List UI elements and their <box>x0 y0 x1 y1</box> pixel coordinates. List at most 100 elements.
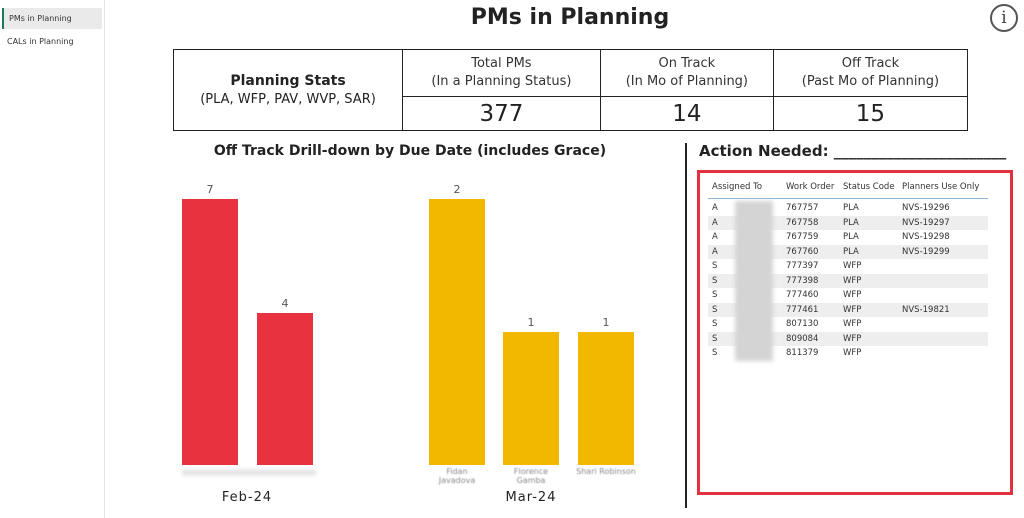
stat-subheader: (Past Mo of Planning) <box>801 74 940 89</box>
table-cell: NVS-19298 <box>902 232 950 242</box>
nav-cals-in-planning[interactable]: CALs in Planning <box>7 37 74 46</box>
table-row[interactable]: S 811379 WFP <box>708 346 988 361</box>
stats-sub: (PLA, WFP, PAV, WVP, SAR) <box>200 92 376 107</box>
table-cell: WFP <box>843 333 862 344</box>
table-cell: 767760 <box>786 246 819 257</box>
table-cell: 767758 <box>786 217 819 228</box>
table-cell: S <box>712 333 718 344</box>
table-cell <box>902 288 988 303</box>
table-cell: 777398 <box>786 275 819 286</box>
table-cell: WFP <box>843 319 862 329</box>
off-track-value: 15 <box>772 96 969 131</box>
table-cell: A <box>712 203 718 213</box>
bar-value-label: 1 <box>527 316 535 329</box>
table-cell <box>902 259 988 274</box>
info-icon[interactable]: i <box>990 4 1018 32</box>
category-label: Florence Gamba <box>513 467 549 485</box>
table-cell: 767759 <box>786 232 819 242</box>
table-cell: WFP <box>843 261 862 271</box>
stat-header: On Track <box>658 56 716 71</box>
table-cell <box>902 274 988 289</box>
stat-subheader: (In Mo of Planning) <box>625 74 749 89</box>
table-cell: A <box>712 217 718 228</box>
table-cell: S <box>712 319 718 329</box>
table-cell: NVS-19297 <box>902 217 950 228</box>
category-label: Fidan Javadova <box>438 467 476 485</box>
redacted-names <box>735 201 773 361</box>
group-label: Feb-24 <box>221 490 273 505</box>
table-cell: PLA <box>843 203 859 213</box>
table-cell: NVS-19299 <box>902 246 950 257</box>
table-cell: PLA <box>843 232 859 242</box>
sidebar: PMs in Planning CALs in Planning <box>0 0 105 518</box>
bar[interactable] <box>503 332 559 465</box>
table-cell <box>902 346 988 361</box>
table-cell: WFP <box>843 290 862 300</box>
bar-value-label: 7 <box>206 183 214 196</box>
table-cell: S <box>712 275 718 286</box>
table-cell: 767757 <box>786 203 819 213</box>
divider <box>685 143 687 508</box>
table-cell: PLA <box>843 246 859 257</box>
table-cell: A <box>712 232 718 242</box>
column-header[interactable]: Work Order <box>786 182 835 192</box>
table-cell: 777397 <box>786 261 819 271</box>
table-row[interactable]: A 767757 PLA NVS-19296 <box>708 201 988 216</box>
stat-header: Off Track <box>841 56 900 71</box>
table-cell: WFP <box>843 348 862 358</box>
table-cell: PLA <box>843 217 859 228</box>
table-row[interactable]: S 807130 WFP <box>708 317 988 332</box>
table-cell: S <box>712 304 718 315</box>
category-label: Shari Robinson <box>576 467 636 476</box>
bar-value-label: 1 <box>602 316 610 329</box>
stats-label: Planning Stats <box>230 73 346 89</box>
planning-stats-table: Planning Stats (PLA, WFP, PAV, WVP, SAR)… <box>173 49 969 131</box>
table-row[interactable]: A 767759 PLA NVS-19298 <box>708 230 988 245</box>
stats-label-cell: Planning Stats (PLA, WFP, PAV, WVP, SAR) <box>173 49 403 131</box>
table-cell: NVS-19821 <box>902 304 950 315</box>
action-needed-title: Action Needed: _______________________ <box>699 142 1007 160</box>
bar[interactable] <box>182 199 238 465</box>
column-header[interactable]: Status Code <box>843 182 895 192</box>
nav-pms-in-planning[interactable]: PMs in Planning <box>2 8 102 29</box>
table-cell: S <box>712 290 718 300</box>
table-cell: 777461 <box>786 304 819 315</box>
table-cell: S <box>712 261 718 271</box>
column-header[interactable]: Assigned To <box>712 182 763 192</box>
table-row[interactable]: S 777460 WFP <box>708 288 988 303</box>
table-header: Assigned To Work Order Status Code Planners… <box>708 179 988 199</box>
on-track-value: 14 <box>599 96 774 131</box>
table-row[interactable]: S 809084 WFP <box>708 331 988 347</box>
column-header[interactable]: Planners Use Only <box>902 182 980 192</box>
group-label: Mar-24 <box>505 490 557 505</box>
stat-subheader: (In a Planning Status) <box>431 74 572 89</box>
table-row[interactable]: S 777461 WFP NVS-19821 <box>708 302 988 317</box>
bar-value-label: 2 <box>453 183 461 196</box>
bar[interactable] <box>429 199 485 465</box>
table-cell: WFP <box>843 275 862 286</box>
table-cell: 777460 <box>786 290 819 300</box>
table-cell <box>902 317 988 332</box>
table-cell: A <box>712 246 718 257</box>
table-cell <box>902 332 988 347</box>
bar[interactable] <box>257 313 313 465</box>
bar[interactable] <box>578 332 634 465</box>
page-title: PMs in Planning <box>470 5 670 30</box>
action-needed-panel: Assigned To Work Order Status Code Planners… <box>697 170 1013 495</box>
table-row[interactable]: A 767758 PLA NVS-19297 <box>708 215 988 230</box>
table-cell: 809084 <box>786 333 819 344</box>
table-cell: NVS-19296 <box>902 203 950 213</box>
stat-header: Total PMs <box>471 56 532 71</box>
table-cell: S <box>712 348 718 358</box>
redacted-labels <box>182 470 316 475</box>
table-cell: 807130 <box>786 319 819 329</box>
chart-title: Off Track Drill-down by Due Date (includ… <box>213 143 607 159</box>
table-cell: WFP <box>843 304 862 315</box>
table-row[interactable]: S 777398 WFP <box>708 273 988 289</box>
total-pms-value: 377 <box>402 96 601 131</box>
table-row[interactable]: S 777397 WFP <box>708 259 988 274</box>
action-table: Assigned To Work Order Status Code Planners… <box>708 179 988 361</box>
table-row[interactable]: A 767760 PLA NVS-19299 <box>708 244 988 259</box>
bar-value-label: 4 <box>281 297 289 310</box>
table-cell: 811379 <box>786 348 819 358</box>
